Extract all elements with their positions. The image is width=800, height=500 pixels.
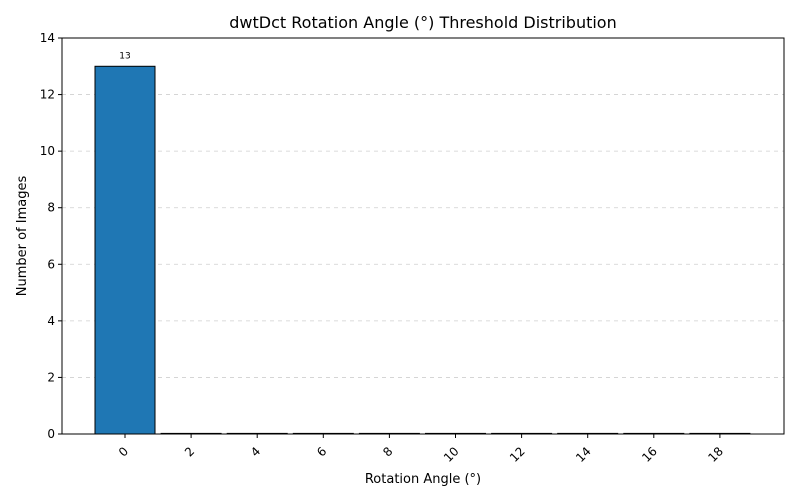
y-tick-label: 10 [40, 144, 55, 158]
x-axis-label: Rotation Angle (°) [365, 472, 481, 487]
grid-lines [62, 37, 784, 435]
y-tick-label: 8 [47, 201, 55, 215]
x-tick-label: 10 [441, 444, 462, 465]
bars [94, 65, 751, 435]
x-tick-label: 14 [573, 444, 594, 465]
chart-title: dwtDct Rotation Angle (°) Threshold Dist… [229, 13, 616, 32]
x-tick-label: 4 [248, 444, 263, 459]
y-axis-ticks: 0 2 4 6 8 10 12 14 [40, 31, 62, 441]
x-axis-ticks: 0 2 4 6 8 10 12 14 16 18 [116, 434, 726, 465]
x-tick-label: 16 [639, 444, 660, 465]
y-tick-label: 0 [47, 427, 55, 441]
x-tick-label: 2 [182, 444, 197, 459]
y-tick-label: 2 [47, 370, 55, 384]
y-tick-label: 12 [40, 88, 55, 102]
x-tick-label: 18 [705, 444, 726, 465]
y-tick-label: 4 [47, 314, 55, 328]
y-tick-label: 14 [40, 31, 55, 45]
plot-frame [61, 37, 785, 435]
x-tick-label: 12 [507, 444, 528, 465]
x-tick-label: 8 [380, 444, 395, 459]
x-tick-label: 6 [314, 444, 329, 459]
bar-0 [94, 65, 156, 435]
data-label: 13 [119, 51, 130, 61]
data-labels: 13 [119, 51, 130, 61]
y-axis-label: Number of Images [15, 176, 30, 297]
y-tick-label: 6 [47, 257, 55, 271]
x-tick-label: 0 [116, 444, 131, 459]
